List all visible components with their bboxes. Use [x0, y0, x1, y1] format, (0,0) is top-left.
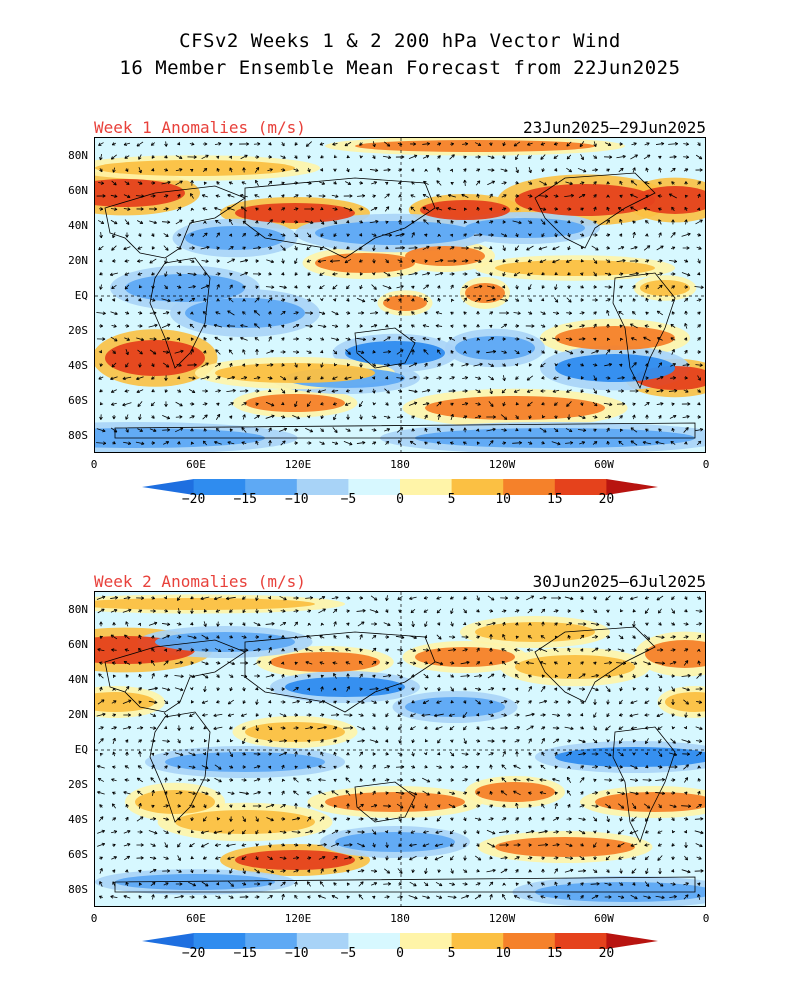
colorbar-swatch — [554, 933, 607, 949]
lat-tick-label: 80S — [68, 883, 88, 896]
panel2-field-svg — [95, 592, 705, 906]
lat-tick-label: 40S — [68, 359, 88, 372]
lat-tick-label: 40N — [68, 219, 88, 232]
colorbar-swatch — [296, 933, 349, 949]
lon-tick-label: 120W — [488, 912, 516, 925]
colorbar-swatch — [554, 479, 607, 495]
colorbar-tick-label: 20 — [598, 946, 615, 961]
lat-tick-label: 20N — [68, 254, 88, 267]
lon-tick-label: 0 — [90, 458, 98, 471]
colorbar-tick-label: 20 — [598, 492, 615, 507]
colorbar-tick-label: 0 — [396, 946, 404, 961]
colorbar-tick-label: 10 — [495, 946, 512, 961]
lon-tick-label: 0 — [90, 912, 98, 925]
lat-tick-label: 40S — [68, 813, 88, 826]
lon-tick-label: 60W — [594, 458, 614, 471]
chart-title-line2: 16 Member Ensemble Mean Forecast from 22… — [119, 57, 681, 79]
colorbar-swatch — [142, 479, 195, 495]
colorbar-swatch — [503, 479, 556, 495]
panel1-colorbar — [142, 479, 658, 495]
lon-tick-label: 120E — [284, 912, 312, 925]
colorbar-tick-label: 5 — [447, 946, 456, 961]
lat-tick-label: 60N — [68, 638, 88, 651]
lat-tick-label: 60S — [68, 848, 88, 861]
lat-tick-label: 40N — [68, 673, 88, 686]
colorbar-tick-label: 15 — [546, 492, 563, 507]
colorbar-swatch — [400, 479, 453, 495]
lon-tick-label: 60W — [594, 912, 614, 925]
lat-tick-label: 20S — [68, 324, 88, 337]
colorbar-swatch — [606, 479, 658, 495]
lat-tick-label: EQ — [74, 743, 88, 756]
colorbar-swatch — [606, 933, 658, 949]
colorbar-tick-label: −5 — [340, 492, 357, 507]
panel2-map — [94, 591, 706, 907]
lat-tick-label: 80N — [68, 149, 88, 162]
lon-tick-label: 60E — [186, 458, 206, 471]
panel1-map — [94, 137, 706, 453]
colorbar-swatch — [503, 933, 556, 949]
panel1-field-svg — [95, 138, 705, 452]
colorbar-tick-label: −20 — [181, 492, 206, 507]
lon-tick-label: 0 — [702, 458, 710, 471]
lat-tick-label: 80S — [68, 429, 88, 442]
lon-tick-label: 180 — [390, 912, 410, 925]
chart-title-line1: CFSv2 Weeks 1 & 2 200 hPa Vector Wind — [179, 30, 621, 52]
colorbar-swatch — [348, 933, 401, 949]
colorbar-swatch — [451, 479, 504, 495]
colorbar-swatch — [400, 933, 453, 949]
lat-tick-label: 80N — [68, 603, 88, 616]
colorbar-tick-label: 0 — [396, 492, 404, 507]
lon-tick-label: 60E — [186, 912, 206, 925]
colorbar-swatch — [142, 933, 195, 949]
colorbar-swatch — [296, 479, 349, 495]
lon-tick-label: 120W — [488, 458, 516, 471]
colorbar-tick-label: −15 — [233, 946, 257, 961]
panel2-dates: 30Jun2025–6Jul2025 — [532, 572, 706, 591]
lat-tick-label: 20S — [68, 778, 88, 791]
lat-tick-label: 60N — [68, 184, 88, 197]
colorbar-tick-label: 10 — [495, 492, 512, 507]
colorbar-swatch — [451, 933, 504, 949]
lon-tick-label: 180 — [390, 458, 410, 471]
colorbar-swatch — [245, 933, 298, 949]
colorbar-tick-label: −5 — [340, 946, 357, 961]
colorbar-tick-label: −20 — [181, 946, 206, 961]
colorbar-swatch — [193, 933, 246, 949]
lon-tick-label: 120E — [284, 458, 312, 471]
lat-tick-label: 20N — [68, 708, 88, 721]
colorbar-tick-label: 15 — [546, 946, 563, 961]
lon-tick-label: 0 — [702, 912, 710, 925]
panel2-label: Week 2 Anomalies (m/s) — [94, 572, 306, 591]
panel2-colorbar — [142, 933, 658, 949]
colorbar-swatch — [193, 479, 246, 495]
colorbar-swatch — [348, 479, 401, 495]
lat-tick-label: EQ — [74, 289, 88, 302]
panel1-dates: 23Jun2025–29Jun2025 — [522, 118, 706, 137]
colorbar-swatch — [245, 479, 298, 495]
colorbar-tick-label: −15 — [233, 492, 257, 507]
colorbar-tick-label: −10 — [285, 946, 309, 961]
colorbar-tick-label: −10 — [285, 492, 309, 507]
colorbar-tick-label: 5 — [447, 492, 456, 507]
panel1-label: Week 1 Anomalies (m/s) — [94, 118, 306, 137]
lat-tick-label: 60S — [68, 394, 88, 407]
